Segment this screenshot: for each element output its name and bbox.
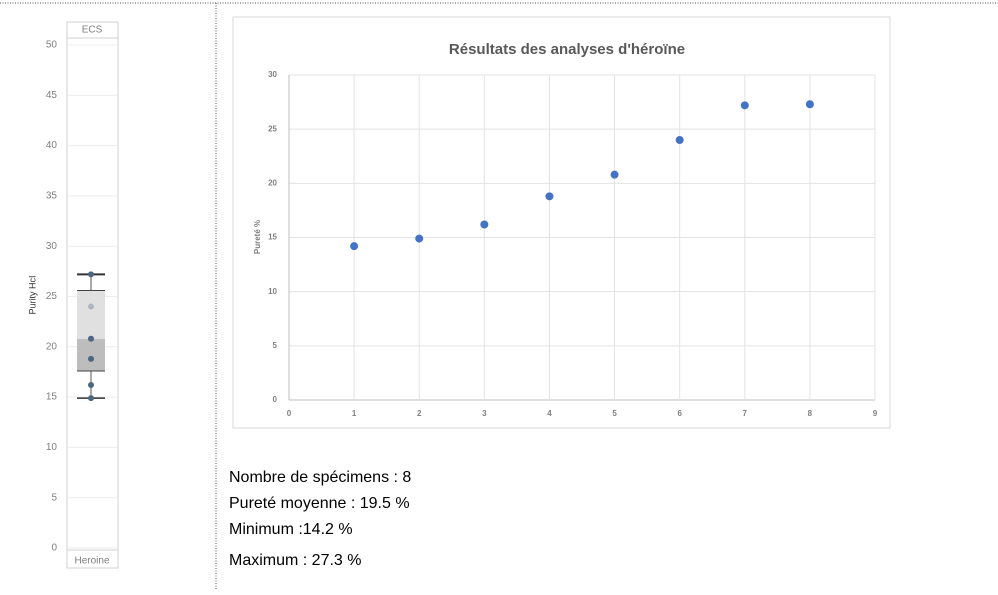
x-tick-label: 0 <box>287 409 292 418</box>
x-tick-label: 3 <box>482 409 487 418</box>
x-tick-label: 2 <box>417 409 422 418</box>
summary-line: Nombre de spécimens : 8 <box>229 469 411 486</box>
y-tick-label: 15 <box>268 233 277 242</box>
x-tick-label: 6 <box>677 409 682 418</box>
scatter-y-label: Pureté % <box>253 220 262 254</box>
y-tick-label: 25 <box>268 124 277 133</box>
box-lower <box>77 338 105 371</box>
y-tick-label: 10 <box>268 287 277 296</box>
y-tick-label: 0 <box>51 543 57 554</box>
summary-line: Maximum : 27.3 % <box>229 552 361 569</box>
y-tick-label: 20 <box>268 178 277 187</box>
point <box>88 355 94 362</box>
y-tick-label: 5 <box>51 492 57 503</box>
point <box>610 170 619 179</box>
point <box>480 220 489 229</box>
y-tick-label: 50 <box>46 40 58 51</box>
summary-line: Pureté moyenne : 19.5 % <box>229 495 410 512</box>
y-tick-label: 10 <box>46 442 58 453</box>
y-tick-label: 5 <box>273 341 278 350</box>
point <box>805 100 814 109</box>
x-tick-label: 4 <box>547 409 552 418</box>
point <box>88 271 94 278</box>
x-tick-label: 1 <box>352 409 357 418</box>
summary-line: Minimum :14.2 % <box>229 521 353 538</box>
y-tick-label: 15 <box>46 392 58 403</box>
point <box>675 136 684 144</box>
x-tick-label: 7 <box>743 409 748 418</box>
y-tick-label: 40 <box>46 140 58 151</box>
point <box>545 192 554 201</box>
scatter-title: Résultats des analyses d'héroïne <box>449 41 685 58</box>
x-tick-label: 9 <box>873 409 878 418</box>
point <box>88 382 94 389</box>
point <box>88 335 94 342</box>
x-tick-label: 8 <box>808 409 813 418</box>
point <box>415 234 424 243</box>
y-tick-label: 45 <box>46 90 58 101</box>
box-upper <box>77 290 105 339</box>
box-y-label: Purity HcI <box>27 275 37 314</box>
point <box>88 303 94 310</box>
y-tick-label: 20 <box>46 341 58 352</box>
y-tick-label: 30 <box>268 70 277 79</box>
summary: Nombre de spécimens : 8 Pureté moyenne :… <box>229 469 411 569</box>
scatter-frame <box>232 16 891 429</box>
y-tick-label: 0 <box>273 395 278 404</box>
x-tick-label: 5 <box>612 409 617 418</box>
point <box>740 101 749 110</box>
box-category: Heroine <box>74 556 109 567</box>
y-tick-label: 35 <box>46 191 58 202</box>
y-tick-label: 25 <box>46 291 58 302</box>
box-panel <box>66 21 119 569</box>
point <box>350 242 359 251</box>
y-tick-label: 30 <box>46 241 58 252</box>
point <box>88 395 94 402</box>
box-title: ECS <box>82 25 103 36</box>
